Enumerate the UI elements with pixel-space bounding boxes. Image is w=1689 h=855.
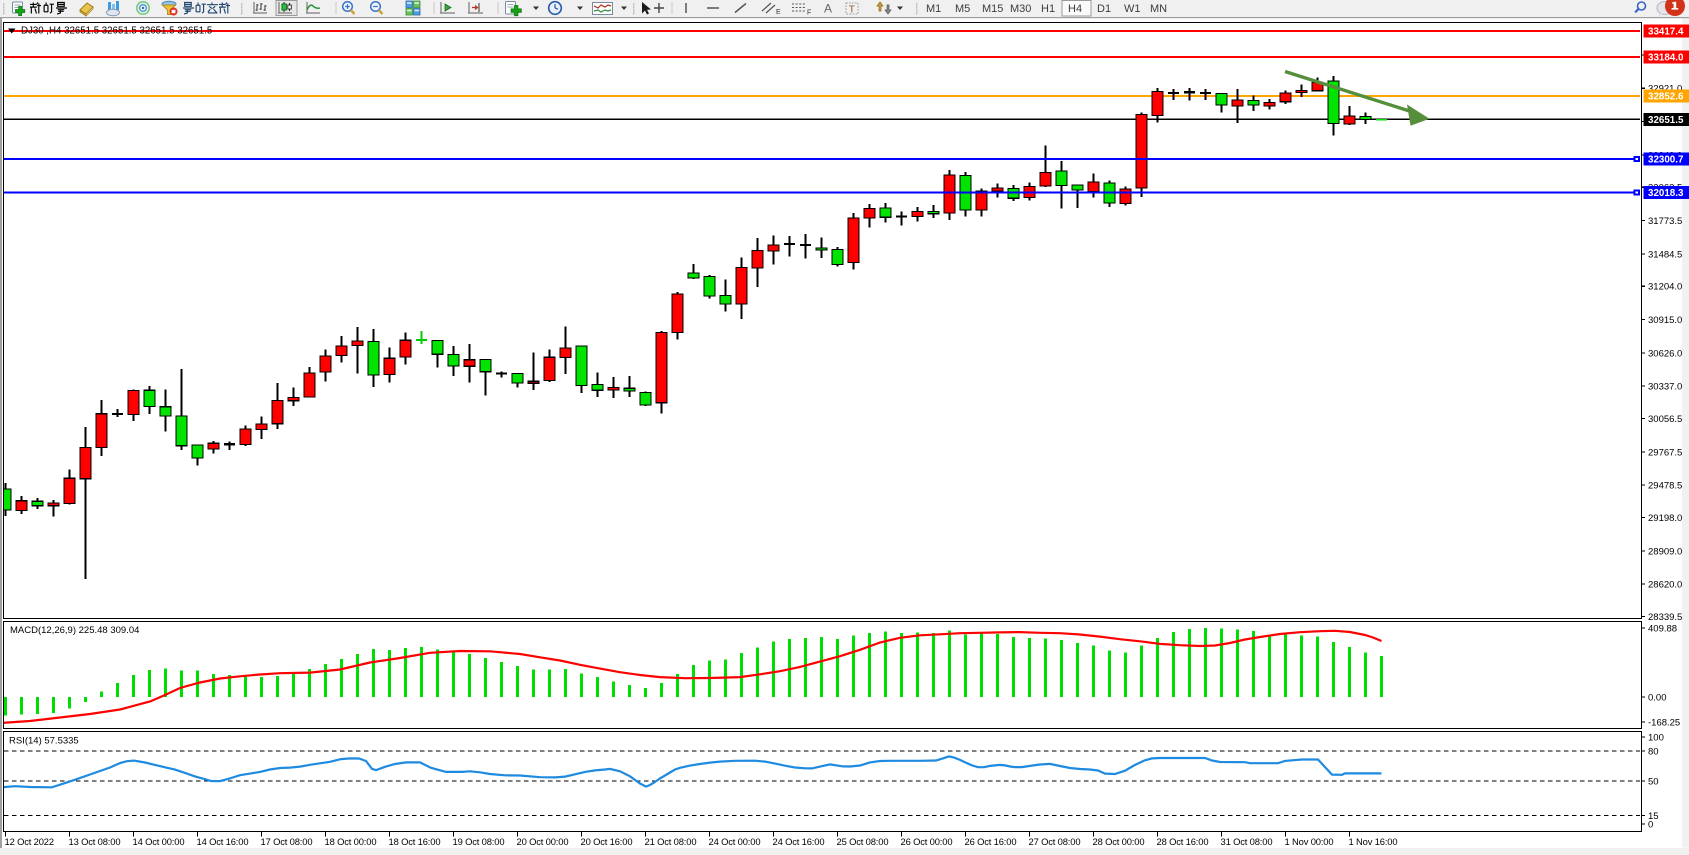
svg-text:M5: M5 <box>955 3 970 15</box>
svg-text:W1: W1 <box>1124 3 1141 15</box>
svg-text:T: T <box>849 5 855 16</box>
svg-text:32651.5: 32651.5 <box>1648 115 1684 126</box>
svg-text:409.88: 409.88 <box>1648 624 1677 635</box>
svg-text:M30: M30 <box>1010 3 1031 15</box>
svg-text:1 Nov 00:00: 1 Nov 00:00 <box>1285 836 1334 847</box>
svg-text:17 Oct 08:00: 17 Oct 08:00 <box>261 836 313 847</box>
svg-text:DJ30 ,H4 32651.5 32651.5 3265: DJ30 ,H4 32651.5 32651.5 32651.5 32651.5 <box>21 26 212 37</box>
svg-text:19 Oct 08:00: 19 Oct 08:00 <box>453 836 505 847</box>
svg-text:MACD(12,26,9) 225.48 309.04: MACD(12,26,9) 225.48 309.04 <box>10 625 139 636</box>
svg-text:25 Oct 08:00: 25 Oct 08:00 <box>837 836 889 847</box>
svg-text:32018.3: 32018.3 <box>1648 188 1684 199</box>
svg-text:18 Oct 00:00: 18 Oct 00:00 <box>325 836 377 847</box>
svg-text:50: 50 <box>1648 777 1659 788</box>
svg-text:H4: H4 <box>1068 3 1082 15</box>
svg-text:M15: M15 <box>982 3 1003 15</box>
svg-text:13 Oct 08:00: 13 Oct 08:00 <box>69 836 121 847</box>
svg-text:32300.7: 32300.7 <box>1648 155 1684 166</box>
svg-text:M1: M1 <box>926 3 941 15</box>
svg-text:31 Oct 08:00: 31 Oct 08:00 <box>1221 836 1273 847</box>
svg-text:H1: H1 <box>1041 3 1055 15</box>
svg-text:21 Oct 08:00: 21 Oct 08:00 <box>645 836 697 847</box>
svg-text:31773.5: 31773.5 <box>1648 216 1682 227</box>
svg-text:15: 15 <box>1648 811 1659 822</box>
svg-text:A: A <box>824 2 832 16</box>
svg-text:F: F <box>807 10 811 17</box>
svg-text:31484.5: 31484.5 <box>1648 249 1682 260</box>
svg-text:MN: MN <box>1150 3 1167 15</box>
svg-text:14 Oct 00:00: 14 Oct 00:00 <box>133 836 185 847</box>
svg-text:14 Oct 16:00: 14 Oct 16:00 <box>197 836 249 847</box>
svg-text:30915.0: 30915.0 <box>1648 315 1682 326</box>
svg-text:20 Oct 16:00: 20 Oct 16:00 <box>581 836 633 847</box>
svg-text:28909.0: 28909.0 <box>1648 546 1682 557</box>
svg-text:30337.0: 30337.0 <box>1648 382 1682 393</box>
svg-text:32921.0: 32921.0 <box>1648 84 1682 95</box>
svg-text:31204.0: 31204.0 <box>1648 282 1682 293</box>
svg-text:D1: D1 <box>1097 3 1111 15</box>
svg-text:RSI(14) 57.5335: RSI(14) 57.5335 <box>9 736 79 747</box>
svg-text:26 Oct 16:00: 26 Oct 16:00 <box>965 836 1017 847</box>
svg-text:100: 100 <box>1648 733 1664 744</box>
svg-text:18 Oct 16:00: 18 Oct 16:00 <box>389 836 441 847</box>
svg-text:24 Oct 00:00: 24 Oct 00:00 <box>709 836 761 847</box>
svg-text:28 Oct 16:00: 28 Oct 16:00 <box>1157 836 1209 847</box>
svg-text:27 Oct 08:00: 27 Oct 08:00 <box>1029 836 1081 847</box>
svg-text:28620.0: 28620.0 <box>1648 580 1682 591</box>
svg-text:33184.0: 33184.0 <box>1648 53 1684 64</box>
svg-text:12 Oct 2022: 12 Oct 2022 <box>5 836 54 847</box>
svg-text:28339.5: 28339.5 <box>1648 612 1682 623</box>
svg-text:1 Nov 16:00: 1 Nov 16:00 <box>1349 836 1398 847</box>
svg-text:30056.5: 30056.5 <box>1648 414 1682 425</box>
svg-text:30626.0: 30626.0 <box>1648 348 1682 359</box>
svg-text:-168.25: -168.25 <box>1648 718 1680 729</box>
svg-text:80: 80 <box>1648 747 1659 758</box>
svg-text:24 Oct 16:00: 24 Oct 16:00 <box>773 836 825 847</box>
svg-text:26 Oct 00:00: 26 Oct 00:00 <box>901 836 953 847</box>
svg-text:0.00: 0.00 <box>1648 693 1667 704</box>
svg-text:E: E <box>776 9 781 16</box>
svg-text:29198.0: 29198.0 <box>1648 513 1682 524</box>
svg-text:0: 0 <box>1648 820 1653 831</box>
svg-text:33417.4: 33417.4 <box>1648 27 1684 38</box>
svg-text:29767.5: 29767.5 <box>1648 447 1682 458</box>
svg-text:20 Oct 00:00: 20 Oct 00:00 <box>517 836 569 847</box>
svg-text:28 Oct 00:00: 28 Oct 00:00 <box>1093 836 1145 847</box>
svg-text:29478.5: 29478.5 <box>1648 481 1682 492</box>
svg-text:32852.6: 32852.6 <box>1648 92 1684 103</box>
